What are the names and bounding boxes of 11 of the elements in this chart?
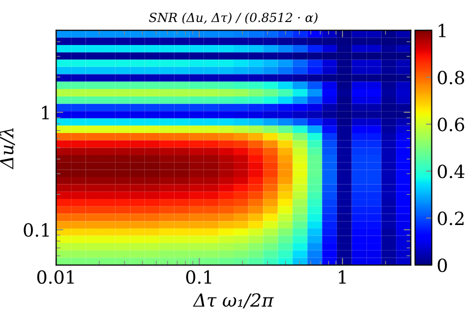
x-tick-label: 0.01 [37,270,74,284]
color-bar-label: 0.8 [438,70,464,84]
color-bar-label: 0.4 [438,164,464,178]
chart-title: SNR (Δu, Δτ) / (0.8512 · α) [149,12,318,24]
x-axis-title: Δτ ω₁/2π [192,293,274,308]
color-bar-label: 1 [438,24,446,38]
x-tick-label: 0.1 [186,270,212,284]
color-bar-label: 0.6 [438,118,464,132]
color-bar-label: 0 [438,258,447,272]
x-tick-label: 1 [338,270,346,284]
color-bar-label: 0.2 [438,212,464,226]
